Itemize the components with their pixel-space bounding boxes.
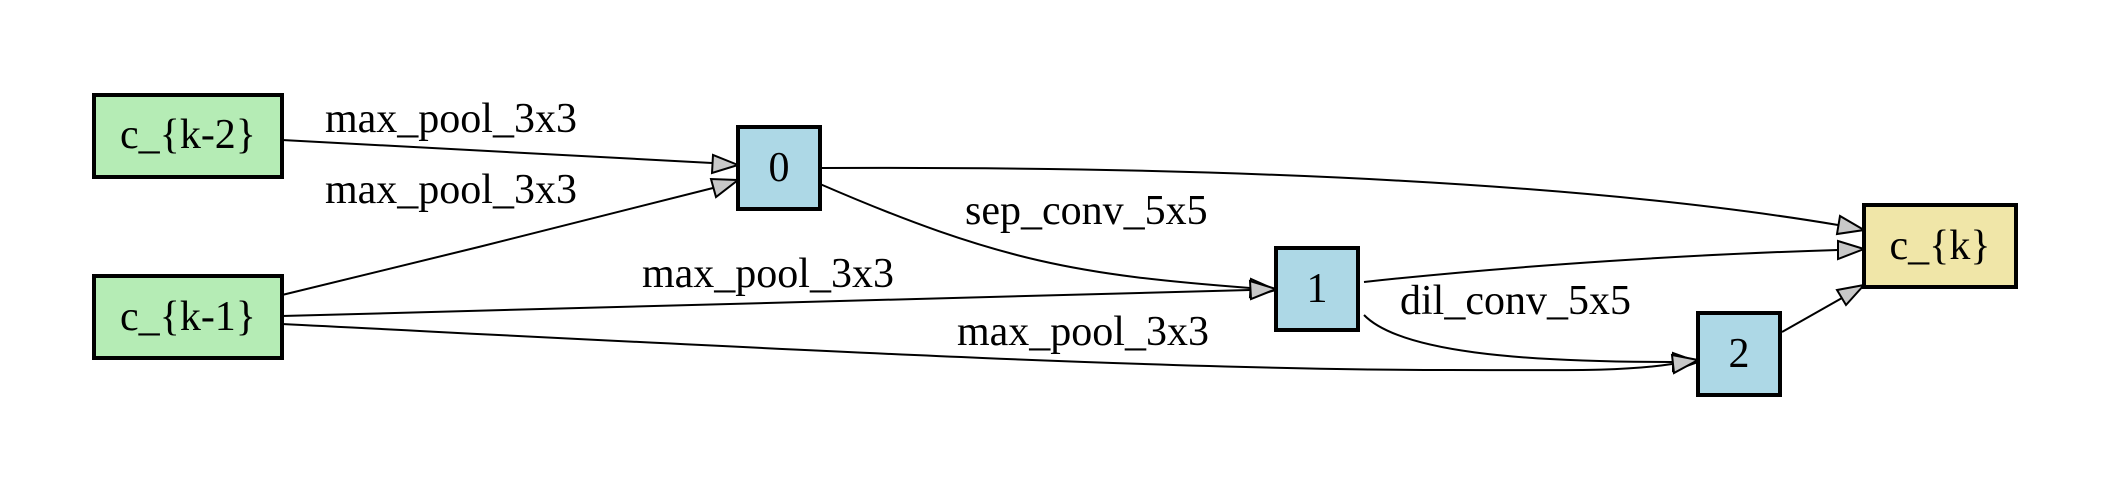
node-c-k-1: c_{k-1} — [92, 274, 284, 360]
edge-line — [819, 183, 1251, 289]
edge-label: dil_conv_5x5 — [1400, 278, 1631, 324]
edge-ck-1-to-1: max_pool_3x3 — [281, 251, 1280, 317]
edge-line — [281, 289, 1251, 317]
arrowhead — [709, 177, 741, 199]
edge-line — [281, 187, 714, 296]
edge-0-to-ck — [819, 166, 1867, 236]
node-label: c_{k-1} — [120, 294, 256, 340]
node-label: 1 — [1307, 266, 1328, 312]
edge-line — [281, 139, 713, 164]
edge-1-to-ck — [1363, 239, 1868, 283]
arrowhead — [1837, 239, 1868, 261]
edge-label: max_pool_3x3 — [642, 251, 894, 297]
node-label: 0 — [769, 145, 790, 191]
node-box — [92, 93, 284, 179]
arrowhead — [710, 153, 742, 175]
edge-line — [1363, 314, 1673, 363]
arrowhead — [1835, 283, 1867, 307]
edge-ck-2-to-0: max_pool_3x3 — [281, 96, 742, 175]
node-label: 2 — [1729, 331, 1750, 377]
node-label: c_{k-2} — [120, 112, 256, 158]
node-box — [92, 274, 284, 360]
edge-2-to-ck — [1781, 283, 1867, 333]
edge-line — [281, 323, 1673, 372]
node-label: c_{k} — [1890, 223, 1991, 269]
edge-label: sep_conv_5x5 — [965, 188, 1208, 234]
edge-line — [819, 166, 1839, 226]
node-1: 1 — [1274, 246, 1360, 332]
edge-line — [1781, 297, 1843, 333]
arrowhead — [1248, 279, 1280, 301]
node-box — [1274, 246, 1360, 332]
node-box — [1696, 311, 1782, 397]
edge-0-to-1: sep_conv_5x5 — [819, 183, 1280, 299]
edge-ck-1-to-2: max_pool_3x3 — [281, 309, 1701, 375]
node-0: 0 — [736, 125, 822, 211]
edge-1-to-2: dil_conv_5x5 — [1363, 278, 1701, 373]
edge-line — [1363, 249, 1839, 283]
edges: max_pool_3x3 max_pool_3x3 sep_conv_5x5 m… — [281, 96, 1868, 375]
edge-label: max_pool_3x3 — [325, 96, 577, 142]
nodes: c_{k-2} c_{k-1} 0 1 2 c_{k} — [92, 93, 2018, 397]
arrowhead — [1670, 353, 1701, 375]
node-box — [1862, 203, 2018, 289]
node-c-k: c_{k} — [1862, 203, 2018, 289]
node-2: 2 — [1696, 311, 1782, 397]
node-c-k-2: c_{k-2} — [92, 93, 284, 179]
edge-label: max_pool_3x3 — [325, 167, 577, 213]
edge-ck-1-to-0: max_pool_3x3 — [281, 167, 741, 296]
node-box — [736, 125, 822, 211]
edge-label: max_pool_3x3 — [957, 309, 1209, 355]
arrowhead — [1835, 214, 1867, 236]
